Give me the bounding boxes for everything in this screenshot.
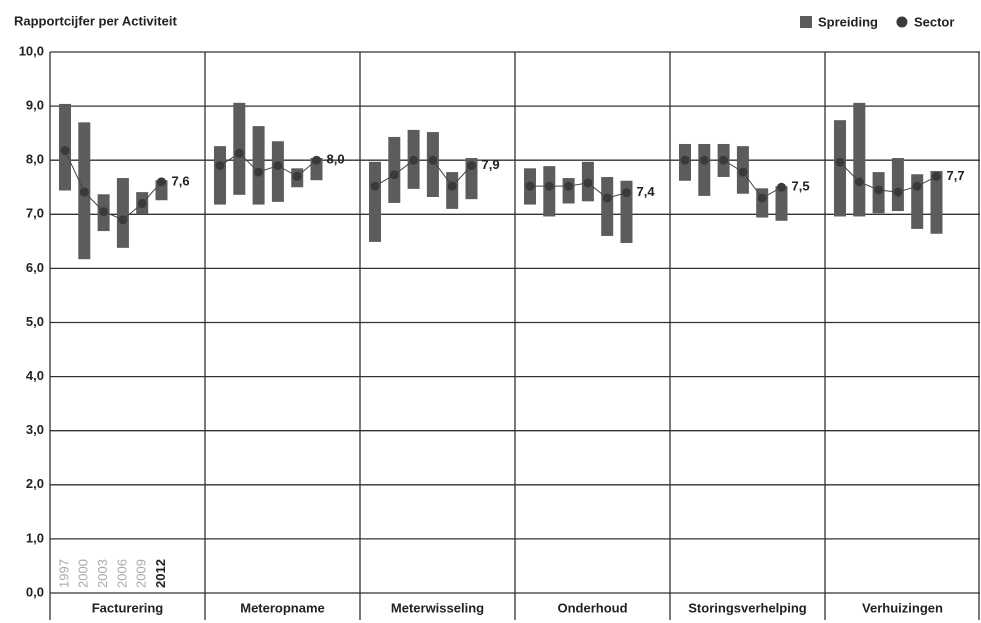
range-bar xyxy=(601,176,614,236)
sector-dot xyxy=(60,145,70,155)
sector-dot xyxy=(234,148,244,158)
y-tick-label: 1,0 xyxy=(26,530,44,545)
sector-dot xyxy=(680,155,690,165)
range-bar xyxy=(834,120,846,217)
value-label: 7,7 xyxy=(947,168,965,183)
sector-dot xyxy=(854,177,864,187)
sector-dot xyxy=(215,161,225,171)
range-bar xyxy=(620,180,633,243)
sector-dot xyxy=(583,178,593,188)
category-label: Storingsverhelping xyxy=(688,600,807,615)
range-bar xyxy=(271,141,284,202)
value-label: 7,5 xyxy=(792,179,810,194)
sector-dot xyxy=(118,215,128,225)
year-label: 2012 xyxy=(153,559,168,588)
sector-dot xyxy=(699,155,709,165)
range-bar xyxy=(310,158,323,181)
range-bar xyxy=(252,126,265,205)
value-label: 7,4 xyxy=(637,184,656,199)
sector-dot xyxy=(544,181,554,191)
range-bar xyxy=(214,146,226,205)
range-bar xyxy=(775,186,788,221)
range-bar xyxy=(543,166,556,217)
range-bar xyxy=(853,102,866,217)
sector-dot xyxy=(932,171,941,181)
sector-dot xyxy=(273,161,283,171)
category-label: Meteropname xyxy=(240,600,325,615)
legend-swatch xyxy=(800,16,812,28)
value-label: 7,9 xyxy=(482,157,500,172)
legend-label: Sector xyxy=(914,14,954,29)
y-tick-label: 8,0 xyxy=(26,152,44,167)
legend-label: Spreiding xyxy=(818,14,878,29)
y-tick-label: 9,0 xyxy=(26,98,44,113)
sector-dot xyxy=(447,181,457,191)
year-label: 1997 xyxy=(56,559,71,588)
sector-dot xyxy=(719,155,729,165)
year-label: 2003 xyxy=(95,559,110,588)
y-tick-label: 6,0 xyxy=(26,260,44,275)
sector-dot xyxy=(874,185,884,195)
sector-dot xyxy=(602,193,612,203)
sector-dot xyxy=(370,181,380,191)
category-label: Onderhoud xyxy=(557,600,627,615)
category-label: Verhuizingen xyxy=(862,600,943,615)
sector-dot xyxy=(79,187,89,197)
sector-dot xyxy=(835,157,845,167)
sector-dot xyxy=(525,181,535,191)
y-tick-label: 10,0 xyxy=(19,43,44,58)
sector-dot xyxy=(254,167,264,177)
sector-dot xyxy=(157,177,166,187)
y-tick-label: 5,0 xyxy=(26,314,44,329)
chart-title: Rapportcijfer per Activiteit xyxy=(14,13,177,28)
sector-dot xyxy=(467,161,476,171)
sector-dot xyxy=(777,182,786,192)
sector-dot xyxy=(389,170,399,180)
sector-dot xyxy=(137,198,147,208)
sector-dot xyxy=(757,193,767,203)
sector-dot xyxy=(99,207,109,217)
sector-dot xyxy=(292,171,302,181)
category-label: Facturering xyxy=(92,600,164,615)
range-bar xyxy=(369,161,381,242)
range-bar xyxy=(698,143,711,196)
sector-dot xyxy=(409,155,419,165)
value-label: 7,6 xyxy=(172,173,190,188)
sector-dot xyxy=(428,155,438,165)
sector-dot xyxy=(912,181,922,191)
sector-dot xyxy=(622,188,631,198)
range-bar xyxy=(891,158,904,212)
sector-dot xyxy=(564,181,574,191)
y-tick-label: 0,0 xyxy=(26,584,44,599)
range-bar xyxy=(116,178,129,248)
y-tick-label: 7,0 xyxy=(26,206,44,221)
year-label: 2000 xyxy=(76,559,91,588)
legend-swatch xyxy=(896,16,908,28)
year-label: 2009 xyxy=(134,559,149,588)
range-bar xyxy=(930,171,943,234)
sector-dot xyxy=(738,167,748,177)
category-label: Meterwisseling xyxy=(391,600,484,615)
sector-dot xyxy=(312,155,321,165)
value-label: 8,0 xyxy=(327,152,345,167)
sector-line xyxy=(64,150,162,221)
range-bar xyxy=(388,136,401,203)
y-tick-label: 4,0 xyxy=(26,368,44,383)
y-tick-label: 3,0 xyxy=(26,422,44,437)
sector-dot xyxy=(893,187,903,197)
y-tick-label: 2,0 xyxy=(26,476,44,491)
year-label: 2006 xyxy=(114,559,129,588)
